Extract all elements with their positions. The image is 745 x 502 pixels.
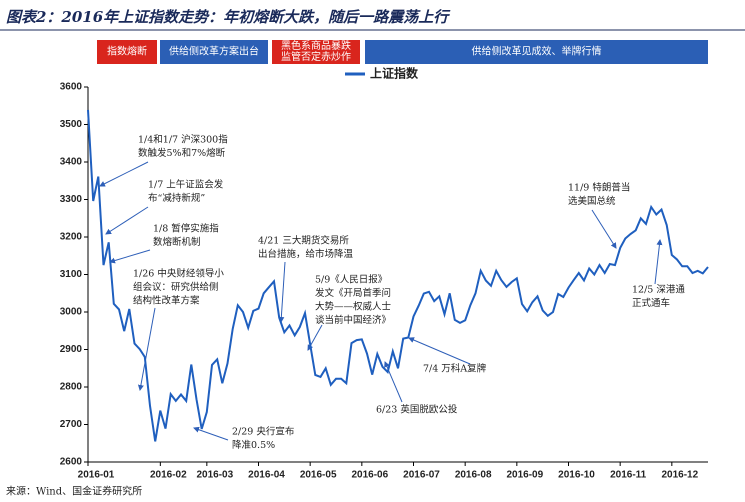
x-tick-label: 2016-08: [455, 470, 492, 481]
x-tick-label: 2016-05: [300, 470, 337, 481]
arrow: [105, 206, 149, 235]
banner-text: 监管否定赤炒作: [281, 50, 351, 63]
y-tick-label: 2800: [60, 382, 83, 393]
annotation: 1/4和1/7 沪深300指: [138, 134, 228, 146]
x-tick-label: 2016-06: [351, 470, 388, 481]
x-tick-label: 2016-01: [78, 470, 115, 481]
annotation: 正式通车: [632, 297, 670, 309]
y-tick-label: 3300: [60, 194, 83, 205]
annotation: 6/23 英国脱欧公投: [376, 404, 458, 416]
x-tick-label: 2016-03: [196, 470, 233, 481]
x-tick-label: 2016-02: [150, 470, 187, 481]
arrow: [99, 161, 149, 187]
banner-text: 供给侧改革见成效、举牌行情: [472, 45, 602, 58]
banner: [272, 40, 360, 64]
annotation: 发文《开局首季问: [315, 287, 391, 299]
x-tick-label: 2016-04: [248, 470, 285, 481]
y-tick-label: 3600: [60, 82, 83, 93]
annotation: 2/29 央行宣布: [232, 426, 294, 438]
x-tick-label: 2016-09: [506, 470, 543, 481]
annotation: 谈当前中国经济》: [315, 314, 391, 326]
annotation: 组会议：研究供给侧: [133, 281, 219, 293]
legend-label: 上证指数: [370, 66, 419, 81]
annotation: 数熔断机制: [153, 236, 201, 248]
annotation: 12/5 深港通: [632, 284, 685, 296]
arrow: [654, 239, 663, 285]
chart-title: 图表2：2016年上证指数走势：年初熔断大跌，随后一路震荡上行: [6, 8, 451, 26]
arrow: [384, 361, 403, 403]
y-tick-label: 3400: [60, 157, 83, 168]
arrow: [109, 249, 151, 264]
annotation: 5/9《人民日报》: [315, 274, 387, 286]
annotation: 7/4 万科A复牌: [423, 363, 487, 375]
arrow: [408, 337, 471, 365]
banner: [365, 40, 708, 64]
y-tick-label: 3000: [60, 307, 83, 318]
arrow: [137, 307, 156, 391]
x-tick-label: 2016-10: [558, 470, 595, 481]
banner-text: 指数熔断: [107, 45, 147, 58]
annotation: 数触发5%和7%熔断: [138, 147, 226, 159]
y-tick-label: 2700: [60, 419, 83, 430]
x-tick-label: 2016-12: [661, 470, 698, 481]
y-tick-label: 3100: [60, 269, 83, 280]
banner: [160, 40, 268, 64]
banner-text: 供给侧改革方案出台: [169, 45, 259, 58]
annotation: 4/21 三大期货交易所: [258, 235, 349, 247]
x-tick-label: 2016-07: [403, 470, 440, 481]
banner: [97, 40, 157, 64]
y-tick-label: 3500: [60, 119, 83, 130]
annotation: 选美国总统: [568, 195, 616, 207]
annotation: 出台措施，给市场降温: [258, 248, 354, 260]
annotation: 1/8 暂停实施指: [153, 223, 219, 235]
y-tick-label: 2900: [60, 344, 83, 355]
arrow: [193, 426, 229, 441]
y-tick-label: 2600: [60, 457, 83, 468]
annotation: 布“减持新规”: [148, 192, 205, 204]
price-line: [87, 109, 709, 442]
banner-text: 黑色系商品暴跌: [281, 39, 351, 52]
annotation: 1/7 上午证监会发: [148, 179, 224, 191]
x-tick-label: 2016-11: [610, 470, 647, 481]
y-tick-label: 3200: [60, 232, 83, 243]
annotation: 结构性改革方案: [133, 295, 200, 307]
arrow: [591, 209, 617, 249]
annotation: 1/26 中央财经领导小: [133, 268, 224, 280]
source: 来源：Wind、国金证券研究所: [6, 485, 142, 498]
annotation: 大势——权威人士: [315, 301, 392, 313]
annotation: 降准0.5%: [232, 439, 275, 451]
annotation: 11/9 特朗普当: [568, 182, 630, 194]
arrow: [278, 261, 286, 323]
